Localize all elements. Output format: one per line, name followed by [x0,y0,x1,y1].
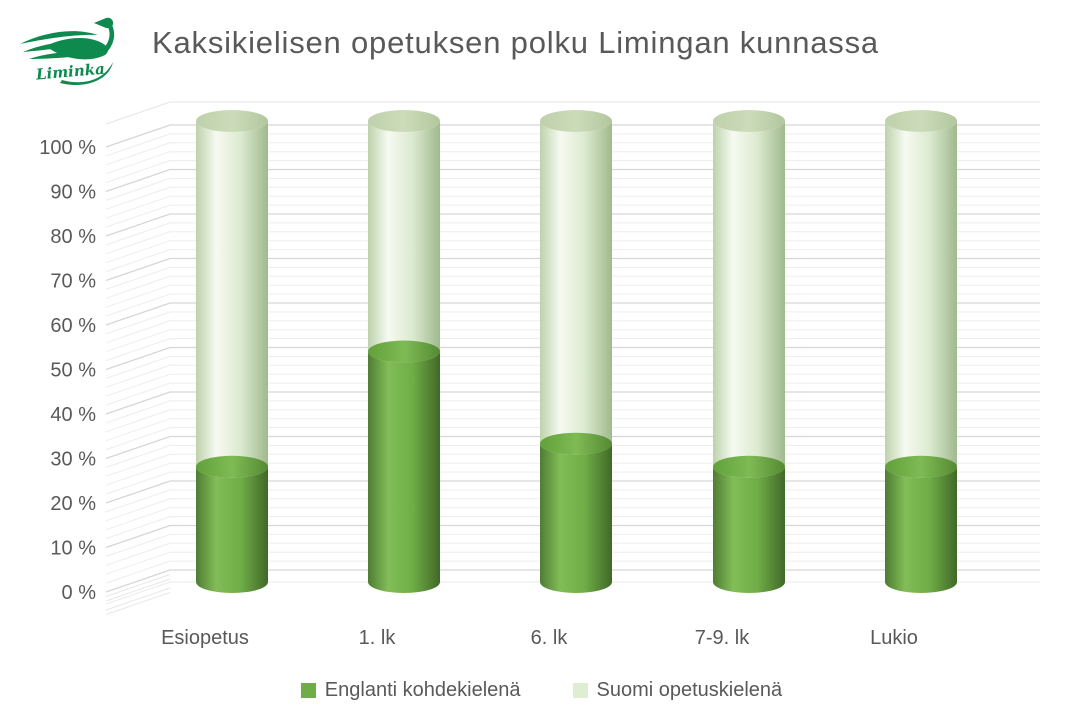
segment-suomi-1. lk [368,121,440,363]
segment-suomi-Lukio [885,121,957,478]
stacked-cylinder-chart: 0 % 10 % 20 % 30 % 40 % 50 % 60 % 70 % 80 % 90 % 1… [39,101,1040,649]
y-tick-60 %: 60 % [50,315,96,337]
cap-top-Esiopetus [196,110,268,132]
y-axis-tick-labels: 0 % 10 % 20 % 30 % 40 % 50 % 60 % 70 % 80 % 90 % 1… [39,137,96,604]
x-axis-category-labels: Esiopetus 1. lk 6. lk 7-9. lk Lukio [161,627,918,649]
cylinder-7-9. lk [713,110,785,593]
category-label-6. lk: 6. lk [531,627,569,649]
category-label-Lukio: Lukio [870,627,918,649]
legend-label-suomi: Suomi opetuskielenä [596,678,783,701]
cap-englanti-1. lk [368,340,440,363]
cap-top-6. lk [540,110,612,132]
cylinder-6. lk [540,110,612,593]
swan-icon [20,17,115,85]
y-tick-100 %: 100 % [39,137,96,159]
floor-hatch-2 [105,587,171,611]
category-label-7-9. lk: 7-9. lk [695,627,750,649]
segment-englanti-6. lk [540,443,612,593]
y-tick-90 %: 90 % [50,182,96,204]
category-label-1. lk: 1. lk [359,627,397,649]
cap-top-1. lk [368,110,440,132]
floor-hatch-0 [105,574,171,597]
y-tick-10 %: 10 % [50,538,96,560]
cap-englanti-7-9. lk [713,455,785,478]
floor-hatch-1 [105,578,171,602]
legend-swatch-englanti [300,682,316,698]
segment-suomi-6. lk [540,121,612,455]
cylinder-1. lk [368,110,440,593]
cylinder-bars [196,110,957,593]
segment-englanti-7-9. lk [713,466,785,593]
cap-englanti-Lukio [885,455,957,478]
segment-englanti-Esiopetus [196,466,268,593]
floor-hatch-3 [105,592,171,615]
cap-top-Lukio [885,110,957,132]
legend-item-suomi: Suomi opetuskielenä [572,678,783,702]
segment-suomi-Esiopetus [196,121,268,478]
cylinder-Esiopetus [196,110,268,593]
wall-top-edge [105,101,1040,125]
legend-label-englanti: Englanti kohdekielenä [324,678,521,701]
legend-swatch-suomi [572,682,588,698]
y-tick-0 %: 0 % [62,582,97,604]
y-tick-40 %: 40 % [50,404,96,426]
legend-item-englanti: Englanti kohdekielenä [300,678,521,702]
cap-englanti-6. lk [540,432,612,455]
y-tick-70 %: 70 % [50,271,96,293]
segment-suomi-7-9. lk [713,121,785,478]
y-tick-80 %: 80 % [50,226,96,248]
chart-title: Kaksikielisen opetuksen polku Limingan k… [152,25,879,60]
category-label-Esiopetus: Esiopetus [161,627,249,649]
y-tick-20 %: 20 % [50,493,96,515]
segment-englanti-Lukio [885,466,957,593]
segment-englanti-1. lk [368,351,440,593]
cylinder-Lukio [885,110,957,593]
y-tick-50 %: 50 % [50,360,96,382]
chart-legend: Englanti kohdekielenä Suomi opetuskielen… [0,672,1083,708]
cap-top-7-9. lk [713,110,785,132]
liminka-logo: Liminka [20,17,115,85]
y-tick-30 %: 30 % [50,449,96,471]
cap-englanti-Esiopetus [196,455,268,478]
